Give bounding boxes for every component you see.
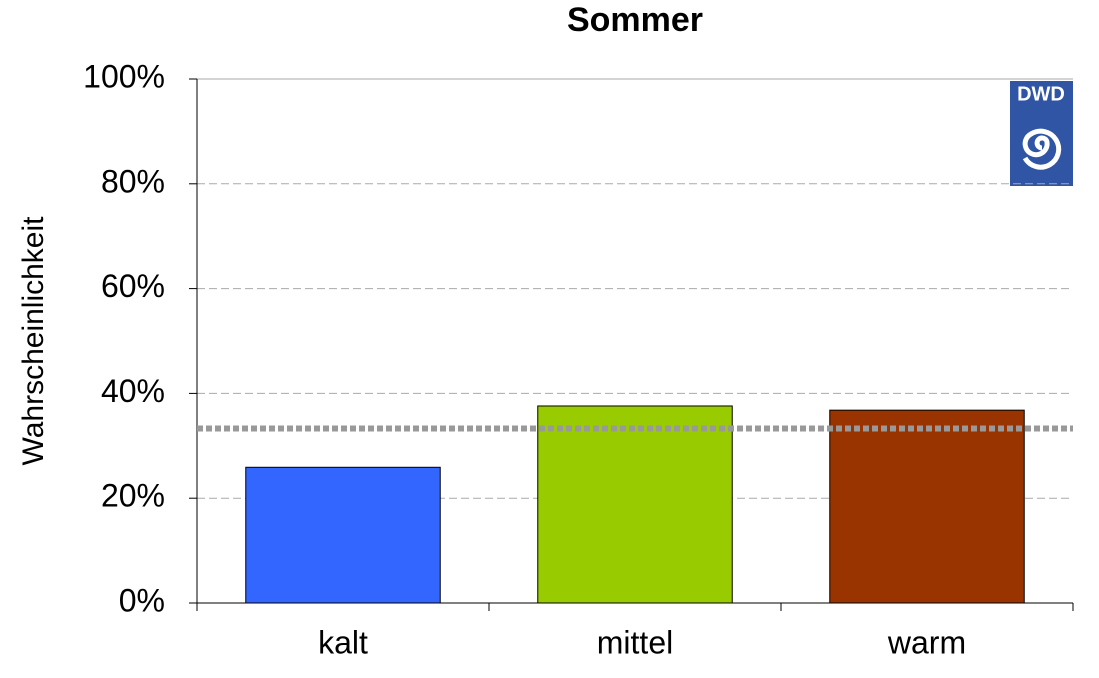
x-tick-label: warm — [887, 624, 966, 660]
logo-spiral — [1022, 128, 1062, 170]
y-tick-label: 40% — [101, 373, 165, 409]
bar — [537, 405, 733, 604]
bar — [829, 409, 1025, 604]
y-tick-label: 80% — [101, 163, 165, 199]
y-axis-label: Wahrscheinlichkeit — [17, 216, 50, 466]
x-tick-label: kalt — [318, 624, 368, 660]
y-tick-label: 20% — [101, 478, 165, 514]
y-tick-label: 100% — [83, 58, 165, 94]
logo: DWD — [1010, 81, 1073, 186]
x-tick-label: mittel — [597, 624, 673, 660]
y-tick-label: 60% — [101, 268, 165, 304]
logo-text: DWD — [1017, 83, 1065, 105]
y-tick-label: 0% — [119, 582, 165, 618]
bar — [245, 466, 441, 604]
chart-title: Sommer — [567, 1, 703, 39]
